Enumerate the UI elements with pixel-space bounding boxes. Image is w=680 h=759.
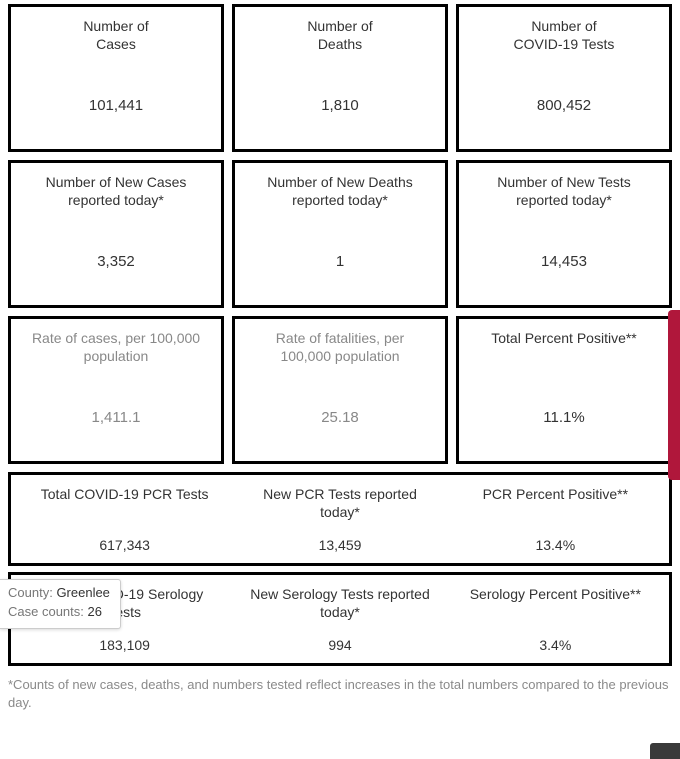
card-value: 101,441 — [89, 97, 143, 114]
card-label: Rate of fatalities, per100,000 populatio… — [276, 329, 404, 367]
tooltip-county-value: Greenlee — [56, 585, 109, 600]
cell-value: 994 — [236, 637, 443, 653]
tooltip-county-row: County: Greenlee — [8, 584, 110, 603]
card-value: 11.1% — [543, 409, 584, 426]
cell-serology-positive: Serology Percent Positive** 3.4% — [448, 585, 663, 653]
cell-label: New PCR Tests reportedtoday* — [236, 485, 443, 523]
card-value: 25.18 — [321, 409, 359, 426]
cell-label: PCR Percent Positive** — [452, 485, 659, 523]
cell-pcr-positive: PCR Percent Positive** 13.4% — [448, 485, 663, 553]
cell-value: 617,343 — [21, 537, 228, 553]
card-label: Number of New Deathsreported today* — [267, 173, 413, 211]
stats-row-2: Number of New Casesreported today* 3,352… — [8, 160, 672, 308]
card-value: 1,810 — [321, 97, 359, 114]
card-percent-positive[interactable]: Total Percent Positive** 11.1% — [456, 316, 672, 464]
cell-label: Serology Percent Positive** — [452, 585, 659, 623]
cell-label: Total COVID-19 PCR Tests — [21, 485, 228, 523]
tooltip-counts-value: 26 — [88, 604, 102, 619]
cell-pcr-total: Total COVID-19 PCR Tests 617,343 — [17, 485, 232, 553]
stats-row-3: Rate of cases, per 100,000population 1,4… — [8, 316, 672, 464]
cell-value: 13,459 — [236, 537, 443, 553]
card-value: 1,411.1 — [92, 409, 141, 426]
card-label: Number of New Casesreported today* — [46, 173, 187, 211]
footnote-text: *Counts of new cases, deaths, and number… — [8, 672, 672, 711]
stats-row-1: Number ofCases 101,441 Number ofDeaths 1… — [8, 4, 672, 152]
card-new-cases[interactable]: Number of New Casesreported today* 3,352 — [8, 160, 224, 308]
card-value: 3,352 — [97, 253, 135, 270]
tooltip-counts-row: Case counts: 26 — [8, 603, 110, 622]
card-pcr-tests[interactable]: Total COVID-19 PCR Tests 617,343 New PCR… — [8, 472, 672, 566]
card-total-deaths[interactable]: Number ofDeaths 1,810 — [232, 4, 448, 152]
cell-serology-new: New Serology Tests reportedtoday* 994 — [232, 585, 447, 653]
card-value: 1 — [336, 253, 344, 270]
card-total-tests[interactable]: Number ofCOVID-19 Tests 800,452 — [456, 4, 672, 152]
cell-label: New Serology Tests reportedtoday* — [236, 585, 443, 623]
card-label: Number ofCases — [83, 17, 148, 55]
card-label: Number ofDeaths — [307, 17, 372, 55]
tooltip-counts-label: Case counts: — [8, 604, 84, 619]
feedback-tab[interactable] — [668, 310, 680, 480]
cell-value: 3.4% — [452, 637, 659, 653]
card-case-rate[interactable]: Rate of cases, per 100,000population 1,4… — [8, 316, 224, 464]
card-label: Number of New Testsreported today* — [497, 173, 631, 211]
card-new-tests[interactable]: Number of New Testsreported today* 14,45… — [456, 160, 672, 308]
card-value: 14,453 — [541, 253, 587, 270]
card-fatality-rate[interactable]: Rate of fatalities, per100,000 populatio… — [232, 316, 448, 464]
card-new-deaths[interactable]: Number of New Deathsreported today* 1 — [232, 160, 448, 308]
card-label: Total Percent Positive** — [491, 329, 637, 367]
card-label: Number ofCOVID-19 Tests — [514, 17, 615, 55]
card-value: 800,452 — [537, 97, 591, 114]
wide-row: Total COVID-19 PCR Tests 617,343 New PCR… — [17, 485, 663, 553]
corner-widget[interactable] — [650, 743, 680, 759]
cell-pcr-new: New PCR Tests reportedtoday* 13,459 — [232, 485, 447, 553]
card-total-cases[interactable]: Number ofCases 101,441 — [8, 4, 224, 152]
cell-value: 13.4% — [452, 537, 659, 553]
map-tooltip: County: Greenlee Case counts: 26 — [0, 579, 121, 629]
card-label: Rate of cases, per 100,000population — [32, 329, 200, 367]
tooltip-county-label: County: — [8, 585, 53, 600]
cell-value: 183,109 — [21, 637, 228, 653]
